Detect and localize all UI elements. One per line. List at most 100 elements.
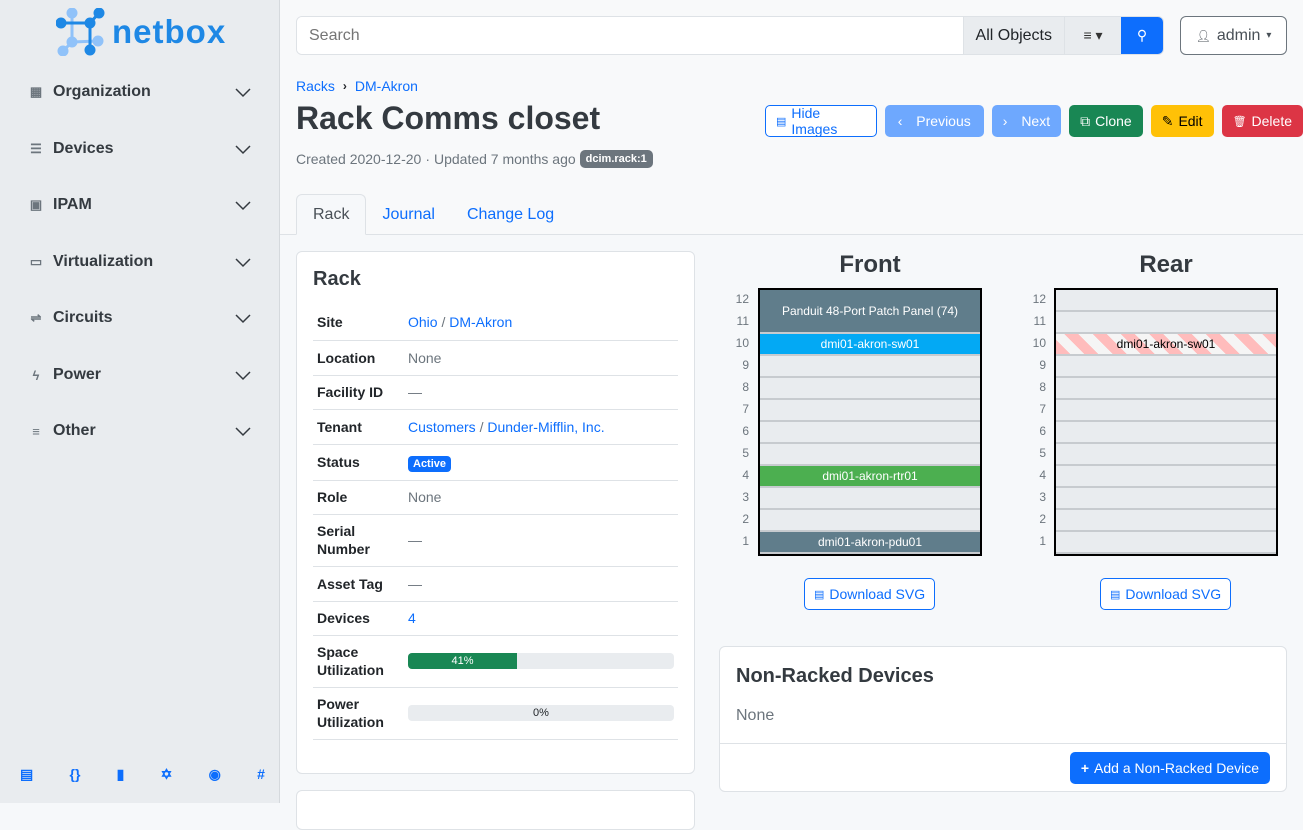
file-download-icon: ▤ bbox=[814, 588, 825, 601]
attribute-value: None bbox=[404, 340, 678, 376]
front-title: Front bbox=[839, 251, 901, 278]
rack-device[interactable]: dmi01-akron-rtr01 bbox=[760, 466, 980, 488]
clone-button[interactable]: ⧉ Clone bbox=[1069, 105, 1143, 137]
search-bar: All Objects ≡ ▾ ⚲ bbox=[296, 16, 1164, 55]
search-input[interactable] bbox=[297, 17, 963, 54]
rack-device[interactable]: dmi01-akron-sw01 bbox=[760, 334, 980, 356]
rack-unit-slot[interactable] bbox=[1056, 466, 1276, 488]
ip-icon: ▣ bbox=[29, 197, 43, 212]
unit-number: 7 bbox=[1039, 402, 1046, 416]
plus-icon: + bbox=[1080, 760, 1090, 776]
copy-icon: ⧉ bbox=[1080, 112, 1091, 129]
lines-icon: ≡ bbox=[32, 423, 40, 439]
next-button[interactable]: › Next bbox=[991, 105, 1062, 137]
sidebar-item-devices[interactable]: ☰ Devices bbox=[28, 134, 252, 164]
hide-images-button[interactable]: ▤ Hide Images bbox=[765, 105, 877, 137]
unit-number: 3 bbox=[742, 490, 749, 504]
rack-unit-slot[interactable] bbox=[1056, 356, 1276, 378]
next-card bbox=[296, 790, 695, 830]
slack-icon[interactable]: # bbox=[257, 766, 265, 782]
rack-unit-slot[interactable] bbox=[760, 356, 980, 378]
rack-unit-slot[interactable] bbox=[760, 488, 980, 510]
rear-rack-elevation: dmi01-akron-sw01 bbox=[1054, 288, 1278, 556]
netbox-logo[interactable]: netbox bbox=[56, 8, 226, 56]
rack-unit-slot[interactable] bbox=[1056, 488, 1276, 510]
link[interactable]: Customers bbox=[408, 418, 476, 435]
add-non-racked-device-button[interactable]: + Add a Non-Racked Device bbox=[1069, 752, 1270, 784]
rack-unit-slot[interactable] bbox=[760, 378, 980, 400]
rack-unit-slot[interactable] bbox=[1056, 510, 1276, 532]
api-icon[interactable]: {} bbox=[69, 766, 81, 782]
rack-unit-slot[interactable] bbox=[1056, 400, 1276, 422]
clone-label: Clone bbox=[1095, 113, 1132, 129]
rack-unit-slot[interactable] bbox=[1056, 422, 1276, 444]
sidebar-item-label: Circuits bbox=[53, 309, 113, 326]
rack-unit-slot[interactable] bbox=[760, 422, 980, 444]
tab-journal[interactable]: Journal bbox=[382, 205, 435, 223]
unit-number: 7 bbox=[742, 402, 749, 416]
rack-details-card: Rack Site Ohio / DM-Akron Location None Faci… bbox=[296, 251, 695, 774]
edit-button[interactable]: ✎ Edit bbox=[1150, 105, 1214, 137]
unit-number: 2 bbox=[742, 512, 749, 526]
table-row: Power Utilization 0% bbox=[313, 687, 678, 740]
rack-unit-slot[interactable] bbox=[1056, 378, 1276, 400]
sidebar-item-other[interactable]: ≡ Other bbox=[28, 416, 252, 446]
breadcrumb-site[interactable]: DM-Akron bbox=[354, 78, 418, 94]
card-title: Non-Racked Devices bbox=[736, 665, 934, 687]
chevron-left-icon: ‹ bbox=[897, 113, 903, 129]
rack-unit-slot[interactable] bbox=[1056, 444, 1276, 466]
sidebar-item-organization[interactable]: ▦ Organization bbox=[28, 77, 252, 107]
sidebar-item-ipam[interactable]: ▣ IPAM bbox=[28, 190, 252, 220]
previous-button[interactable]: ‹ Previous bbox=[884, 105, 984, 137]
rack-unit-slot[interactable] bbox=[760, 510, 980, 532]
search-button[interactable]: ⚲ bbox=[1121, 17, 1163, 54]
rack-device[interactable]: Panduit 48-Port Patch Panel (74) bbox=[760, 290, 980, 334]
rack-device[interactable]: dmi01-akron-sw01 bbox=[1056, 334, 1276, 356]
sidebar-item-power[interactable]: ϟ Power bbox=[28, 360, 252, 390]
tab-rack[interactable]: Rack bbox=[296, 194, 367, 235]
rack-unit-slot[interactable] bbox=[760, 444, 980, 466]
sidebar-item-circuits[interactable]: ⇌ Circuits bbox=[28, 303, 252, 333]
user-name: admin bbox=[1216, 26, 1261, 44]
download-rear-svg-button[interactable]: ▤ Download SVG bbox=[1100, 578, 1232, 610]
unit-number: 9 bbox=[742, 358, 749, 372]
link[interactable]: Ohio bbox=[408, 314, 438, 331]
attribute-key: Tenant bbox=[313, 409, 404, 445]
chevron-down-icon bbox=[235, 145, 251, 155]
sidebar-item-label: IPAM bbox=[53, 196, 92, 213]
tab-change-log[interactable]: Change Log bbox=[466, 205, 555, 223]
user-menu-button[interactable]: 👤︎ admin ▾ bbox=[1180, 16, 1287, 55]
graphql-icon[interactable]: ✡ bbox=[160, 766, 173, 782]
download-front-svg-button[interactable]: ▤ Download SVG bbox=[804, 578, 936, 610]
link[interactable]: Dunder-Mifflin, Inc. bbox=[487, 418, 605, 435]
unit-number: 5 bbox=[1039, 446, 1046, 460]
value: — bbox=[408, 532, 422, 548]
status-badge: Active bbox=[408, 456, 452, 472]
table-row: Serial Number — bbox=[313, 514, 678, 567]
rack-unit-slot[interactable] bbox=[760, 400, 980, 422]
book-icon[interactable]: ▮ bbox=[116, 766, 125, 782]
github-icon[interactable]: ◉ bbox=[208, 766, 221, 782]
unit-number: 5 bbox=[742, 446, 749, 460]
link[interactable]: DM-Akron bbox=[449, 314, 513, 331]
sidebar: netbox ▦ Organization ☰ Devices ▣ IPAM ▭ Virtua… bbox=[0, 0, 280, 803]
search-scope-label: All Objects bbox=[975, 26, 1052, 44]
rack-unit-slot[interactable] bbox=[1056, 290, 1276, 312]
rack-device[interactable]: dmi01-akron-pdu01 bbox=[760, 532, 980, 554]
search-filter-button[interactable]: ≡ ▾ bbox=[1064, 17, 1121, 54]
breadcrumb-racks[interactable]: Racks bbox=[296, 78, 335, 94]
user-icon: 👤︎ bbox=[1195, 28, 1211, 43]
unit-number: 1 bbox=[1039, 534, 1046, 548]
action-buttons: ▤ Hide Images ‹ Previous › Next ⧉ Clone ✎ E… bbox=[765, 105, 1303, 137]
search-scope-select[interactable]: All Objects bbox=[962, 17, 1064, 54]
rack-unit-slot[interactable] bbox=[1056, 312, 1276, 334]
sidebar-item-virtualization[interactable]: ▭ Virtualization bbox=[28, 247, 252, 277]
rack-unit-slot[interactable] bbox=[1056, 532, 1276, 554]
non-racked-value: None bbox=[736, 707, 775, 724]
server-icon: ☰ bbox=[30, 141, 42, 156]
unit-number: 11 bbox=[1033, 314, 1046, 328]
delete-button[interactable]: 🗑︎ Delete bbox=[1221, 105, 1303, 137]
docs-icon[interactable]: ▤ bbox=[20, 766, 34, 782]
sidebar-item-label: Organization bbox=[53, 83, 151, 100]
devices-count-link[interactable]: 4 bbox=[408, 610, 416, 626]
